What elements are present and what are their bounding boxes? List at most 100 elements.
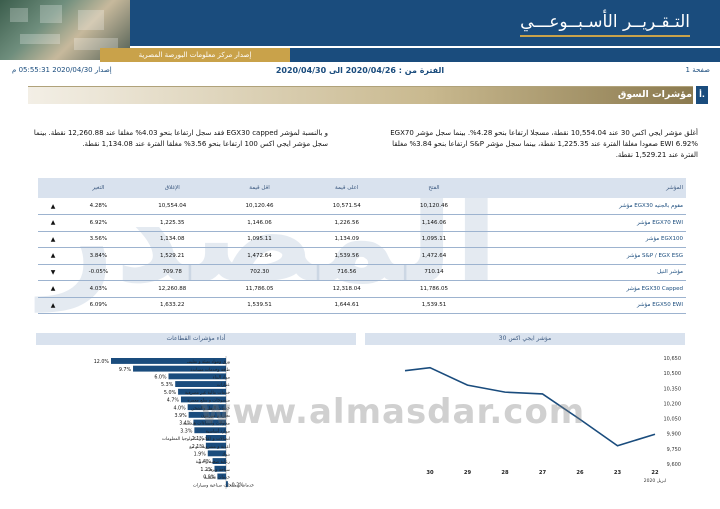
y-tick-label: 9,900: [667, 432, 681, 438]
row-open: 710.14: [390, 264, 478, 281]
row-arrow-icon: ▲: [38, 231, 68, 248]
bar: [214, 465, 226, 472]
bar-category-label: منسوجات و سلع معمرة: [187, 399, 230, 404]
bar-value-label: 1.9%: [194, 452, 207, 458]
x-tick-label: 23: [614, 470, 622, 476]
bar-value-label: 4.0%: [173, 405, 186, 411]
bar-value-label: 1.4%: [198, 459, 211, 465]
row-low: 1,539.51: [215, 297, 304, 314]
bar-category-label: اتصالات و اعلام و تكنولوجيا المعلومات: [162, 436, 230, 442]
bar-category-label: طاقة وخدمات مساندة: [190, 368, 230, 373]
row-index-name: مؤشر S&P / EGX ESG: [477, 247, 686, 265]
row-index-name: مؤشر النيل: [477, 264, 686, 281]
bar: [207, 450, 226, 457]
bar-category-label: خدمات النقل والشحن: [191, 406, 230, 411]
row-high: 1,644.61: [303, 297, 391, 314]
indices-table: التغير الإغلاق اقل قيمة اعلى قيمة الفتح …: [38, 178, 686, 314]
row-high: 1,226.56: [303, 214, 391, 232]
bar-category-label: تجارة و موزعون: [201, 414, 231, 419]
table-header-row: التغير الإغلاق اقل قيمة اعلى قيمة الفتح …: [38, 178, 686, 198]
row-low: 1,146.06: [215, 214, 304, 232]
egx30-chart-header: مؤشر ايجي اكس 30: [365, 333, 685, 345]
col-close: الإغلاق: [128, 178, 216, 198]
bar-value-label: 5.0%: [164, 390, 177, 396]
table-row: ▲ 6.09% 1,633.22 1,539.51 1,644.61 1,539.51 مؤ…: [38, 297, 686, 314]
row-open: 1,146.06: [390, 214, 478, 232]
page-number: صفحة 1: [685, 66, 710, 74]
row-index-name: مؤشر EGX30 مقوم بالجنيه: [477, 198, 686, 215]
bar-value-label: -0.2%: [230, 482, 244, 488]
bar-category-label: موارد أساسية: [206, 427, 230, 434]
row-index-name: مؤشر EGX100: [477, 231, 686, 248]
col-change: التغير: [68, 178, 129, 198]
row-index-name: مؤشر EGX70 EWI: [477, 214, 686, 232]
row-change: -0.05%: [68, 264, 129, 281]
x-tick-label: 22: [651, 470, 659, 476]
row-change: 4.03%: [68, 280, 129, 298]
egx30-line-chart: 10,650 10,500 10,350 10,200 10,050 9,900 9,750…: [404, 356, 682, 484]
row-close: 709.78: [128, 264, 216, 281]
row-arrow-icon: ▲: [38, 280, 68, 298]
y-tick-label: 9,600: [667, 462, 681, 468]
table-row: ▲ 3.84% 1,529.21 1,472.64 1,539.56 1,472.64 مؤ…: [38, 247, 686, 265]
row-close: 1,134.08: [128, 231, 216, 248]
header-photo: [0, 0, 130, 60]
bar-value-label: 12.0%: [94, 359, 110, 365]
report-subtitle: إصدار مركز معلومات البورصة المصرية: [100, 48, 290, 62]
bar-value-label: 1.2%: [200, 467, 213, 473]
y-tick-label: 9,750: [667, 447, 681, 453]
summary-paragraph-left: و بالنسبة لمؤشر EGX30 capped فقد سجل ارت…: [33, 129, 328, 148]
bar-category-label: ورق ومواد تعبئة و تغليف: [187, 360, 230, 365]
bar: [194, 427, 226, 434]
col-low: اقل قيمة: [215, 178, 304, 198]
x-tick-label: 30: [426, 470, 434, 476]
bar: [180, 396, 226, 403]
col-high: اعلى قيمة: [303, 178, 391, 198]
bar: [175, 381, 226, 387]
x-tick-label: 28: [501, 470, 509, 476]
row-close: 12,260.88: [128, 280, 216, 298]
row-open: 11,786.05: [390, 280, 478, 298]
row-change: 4.28%: [68, 198, 129, 215]
bar-value-label: 5.3%: [161, 382, 174, 388]
row-high: 1,539.56: [303, 247, 391, 265]
row-open: 10,120.46: [390, 198, 478, 215]
bar: [217, 473, 226, 480]
row-high: 716.56: [303, 264, 391, 281]
bar-value-label: 6.0%: [154, 375, 167, 381]
row-change: 3.84%: [68, 247, 129, 265]
y-tick-label: 10,050: [664, 417, 682, 423]
bar-value-label: 3.9%: [174, 413, 187, 419]
row-arrow-icon: ▲: [38, 297, 68, 314]
col-index: المؤشر: [477, 178, 686, 198]
x-axis-month-label: ابريل 2020: [644, 478, 667, 484]
egx30-line: [404, 366, 656, 447]
bar-value-label: 0.9%: [203, 475, 216, 481]
report-title: التـقـريــر الأسـبــوعـــي: [520, 12, 690, 37]
sector-chart-header: أداء مؤشرات القطاعات: [36, 333, 356, 345]
section-number: أ.: [696, 86, 708, 104]
row-close: 1,633.22: [128, 297, 216, 314]
row-close: 1,225.35: [128, 214, 216, 232]
bar: [188, 411, 226, 418]
bar-category-label: بنوك: [222, 453, 230, 458]
col-open: الفتح: [390, 178, 478, 198]
bar: [212, 458, 226, 464]
row-high: 10,571.54: [303, 198, 391, 215]
section-bar: [28, 86, 693, 104]
bar: [187, 404, 226, 411]
row-arrow-icon: ▲: [38, 198, 68, 215]
row-change: 6.92%: [68, 214, 129, 232]
bar-category-label: مواد البناء: [213, 376, 230, 381]
row-open: 1,472.64: [390, 247, 478, 265]
bar: [193, 419, 226, 426]
row-low: 10,120.46: [215, 198, 304, 215]
y-tick-label: 10,500: [664, 371, 682, 377]
bar: [205, 435, 226, 441]
bar-category-label: مقاولات وانشاءات هندسية: [183, 422, 230, 427]
bar: [178, 388, 226, 395]
table-row: ▲ 3.56% 1,134.08 1,095.11 1,134.09 1,095.11 مؤ…: [38, 231, 686, 248]
bar-value-label: 2.1%: [192, 436, 205, 442]
bar: [205, 442, 226, 449]
table-row: ▲ 4.03% 12,260.88 11,786.05 12,318.04 11,786.…: [38, 280, 686, 298]
